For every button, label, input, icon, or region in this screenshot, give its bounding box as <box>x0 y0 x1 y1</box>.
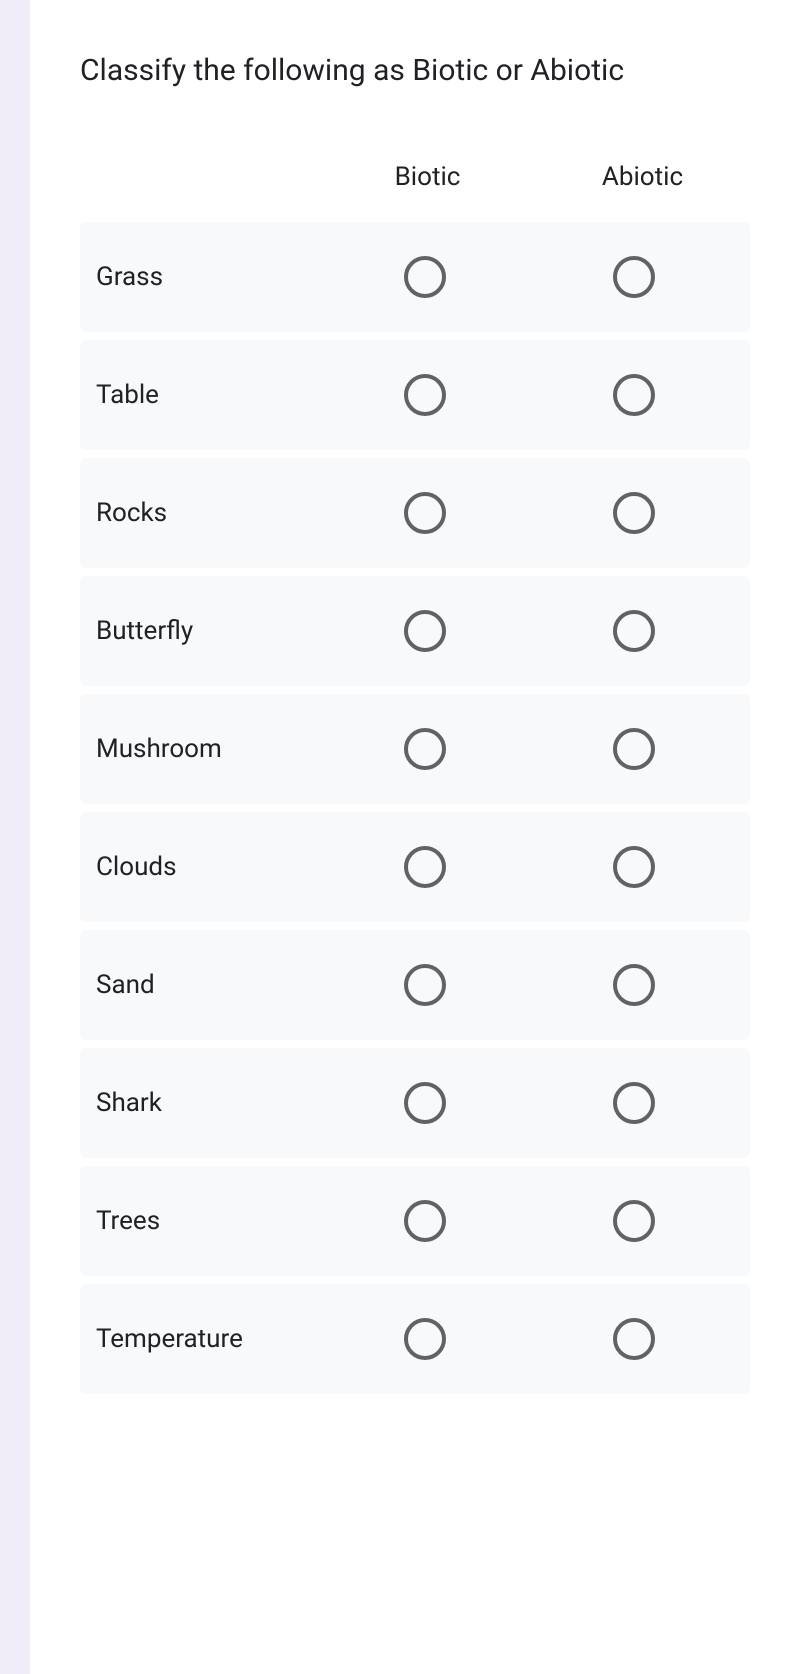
grid-row-clouds: Clouds <box>80 812 750 922</box>
grid-header: Biotic Abiotic <box>80 162 750 192</box>
radio-cell <box>529 846 738 888</box>
radio-table-biotic[interactable] <box>404 374 446 416</box>
radio-cell <box>320 1318 529 1360</box>
radio-clouds-biotic[interactable] <box>404 846 446 888</box>
radio-cell <box>529 1082 738 1124</box>
radio-shark-abiotic[interactable] <box>613 1082 655 1124</box>
column-header-abiotic: Abiotic <box>535 162 750 192</box>
radio-sand-abiotic[interactable] <box>613 964 655 1006</box>
column-header-biotic: Biotic <box>320 162 535 192</box>
radio-cell <box>529 1318 738 1360</box>
radio-clouds-abiotic[interactable] <box>613 846 655 888</box>
radio-grass-biotic[interactable] <box>404 256 446 298</box>
header-spacer <box>80 162 320 192</box>
radio-cell <box>529 964 738 1006</box>
radio-temperature-biotic[interactable] <box>404 1318 446 1360</box>
radio-grass-abiotic[interactable] <box>613 256 655 298</box>
radio-temperature-abiotic[interactable] <box>613 1318 655 1360</box>
radio-mushroom-biotic[interactable] <box>404 728 446 770</box>
radio-trees-biotic[interactable] <box>404 1200 446 1242</box>
radio-mushroom-abiotic[interactable] <box>613 728 655 770</box>
grid-row-temperature: Temperature <box>80 1284 750 1394</box>
radio-butterfly-abiotic[interactable] <box>613 610 655 652</box>
radio-cell <box>529 728 738 770</box>
radio-trees-abiotic[interactable] <box>613 1200 655 1242</box>
row-label: Grass <box>92 262 320 292</box>
grid-row-sand: Sand <box>80 930 750 1040</box>
radio-cell <box>320 1082 529 1124</box>
radio-cell <box>320 374 529 416</box>
radio-cell <box>320 610 529 652</box>
radio-sand-biotic[interactable] <box>404 964 446 1006</box>
radio-cell <box>529 610 738 652</box>
radio-table-abiotic[interactable] <box>613 374 655 416</box>
row-label: Rocks <box>92 498 320 528</box>
radio-cell <box>320 256 529 298</box>
radio-rocks-biotic[interactable] <box>404 492 446 534</box>
radio-cell <box>529 256 738 298</box>
row-label: Table <box>92 380 320 410</box>
grid-row-mushroom: Mushroom <box>80 694 750 804</box>
row-label: Trees <box>92 1206 320 1236</box>
row-label: Shark <box>92 1088 320 1118</box>
row-label: Butterfly <box>92 616 320 646</box>
row-label: Mushroom <box>92 734 320 764</box>
grid-row-grass: Grass <box>80 222 750 332</box>
radio-rocks-abiotic[interactable] <box>613 492 655 534</box>
radio-cell <box>320 846 529 888</box>
form-container: Classify the following as Biotic or Abio… <box>30 0 800 1674</box>
grid-row-table: Table <box>80 340 750 450</box>
radio-shark-biotic[interactable] <box>404 1082 446 1124</box>
radio-cell <box>320 492 529 534</box>
radio-cell <box>320 964 529 1006</box>
question-title: Classify the following as Biotic or Abio… <box>80 50 750 92</box>
row-label: Sand <box>92 970 320 1000</box>
grid-row-butterfly: Butterfly <box>80 576 750 686</box>
radio-cell <box>320 1200 529 1242</box>
grid-row-trees: Trees <box>80 1166 750 1276</box>
grid-row-rocks: Rocks <box>80 458 750 568</box>
radio-cell <box>529 1200 738 1242</box>
radio-cell <box>320 728 529 770</box>
radio-cell <box>529 374 738 416</box>
grid-row-shark: Shark <box>80 1048 750 1158</box>
radio-cell <box>529 492 738 534</box>
row-label: Clouds <box>92 852 320 882</box>
radio-butterfly-biotic[interactable] <box>404 610 446 652</box>
row-label: Temperature <box>92 1324 320 1354</box>
